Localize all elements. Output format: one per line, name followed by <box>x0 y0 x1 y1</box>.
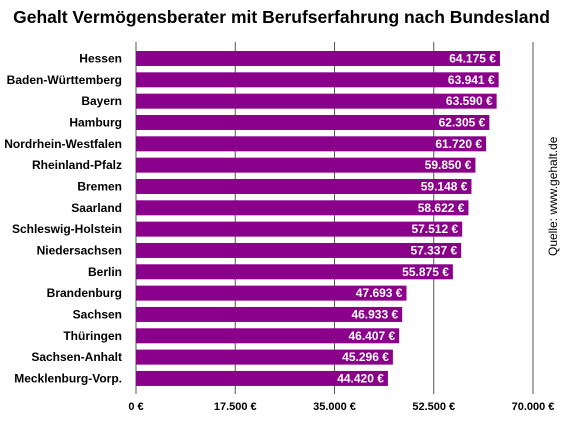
bar <box>136 349 393 365</box>
bar <box>136 72 499 88</box>
category-label: Hamburg <box>69 115 122 129</box>
value-label: 57.512 € <box>411 222 458 236</box>
bar <box>136 93 497 109</box>
category-label: Schleswig-Holstein <box>12 222 122 236</box>
value-label: 57.337 € <box>410 243 457 257</box>
bar <box>136 114 490 130</box>
value-label: 64.175 € <box>449 52 496 66</box>
category-label: Hessen <box>79 52 122 66</box>
bar <box>136 221 463 237</box>
value-label: 58.622 € <box>418 201 465 215</box>
bar <box>136 178 472 194</box>
bar <box>136 242 462 258</box>
category-label: Berlin <box>88 265 122 279</box>
bar <box>136 285 407 301</box>
category-label: Nordrhein-Westfalen <box>4 137 122 151</box>
bar <box>136 200 469 216</box>
x-tick-label: 52.500 € <box>412 401 455 413</box>
value-label: 46.933 € <box>351 307 398 321</box>
value-label: 45.296 € <box>342 350 389 364</box>
category-label: Mecklenburg-Vorp. <box>14 371 122 385</box>
value-label: 59.148 € <box>421 179 468 193</box>
x-tick-label: 17.500 € <box>214 401 257 413</box>
bar <box>136 157 476 173</box>
category-label: Sachsen <box>73 307 122 321</box>
value-label: 46.407 € <box>348 329 395 343</box>
value-label: 61.720 € <box>435 137 482 151</box>
value-label: 63.590 € <box>446 94 493 108</box>
chart-title: Gehalt Vermögensberater mit Berufserfahr… <box>13 7 550 27</box>
category-label: Sachsen-Anhalt <box>31 350 122 364</box>
value-label: 44.420 € <box>337 371 384 385</box>
value-label: 63.941 € <box>448 73 495 87</box>
bar <box>136 51 500 66</box>
x-tick-label: 70.000 € <box>512 401 555 413</box>
category-label: Saarland <box>71 201 122 215</box>
bar <box>136 264 453 280</box>
value-label: 62.305 € <box>439 115 486 129</box>
bar <box>136 370 388 386</box>
category-label: Baden-Württemberg <box>7 73 122 87</box>
category-label: Rheinland-Pfalz <box>32 158 122 172</box>
bar <box>136 306 403 322</box>
category-label: Thüringen <box>63 329 122 343</box>
category-label: Bayern <box>81 94 122 108</box>
category-label: Niedersachsen <box>37 243 122 257</box>
value-label: 47.693 € <box>356 286 403 300</box>
category-label: Brandenburg <box>47 286 122 300</box>
bar <box>136 328 400 344</box>
x-tick-label: 0 € <box>128 401 143 413</box>
source-note: Quelle: www.gehalt.de <box>546 136 560 256</box>
bar <box>136 136 487 152</box>
x-tick-label: 35.000 € <box>313 401 356 413</box>
category-label: Bremen <box>77 179 122 193</box>
value-label: 55.875 € <box>402 265 449 279</box>
value-label: 59.850 € <box>425 158 472 172</box>
